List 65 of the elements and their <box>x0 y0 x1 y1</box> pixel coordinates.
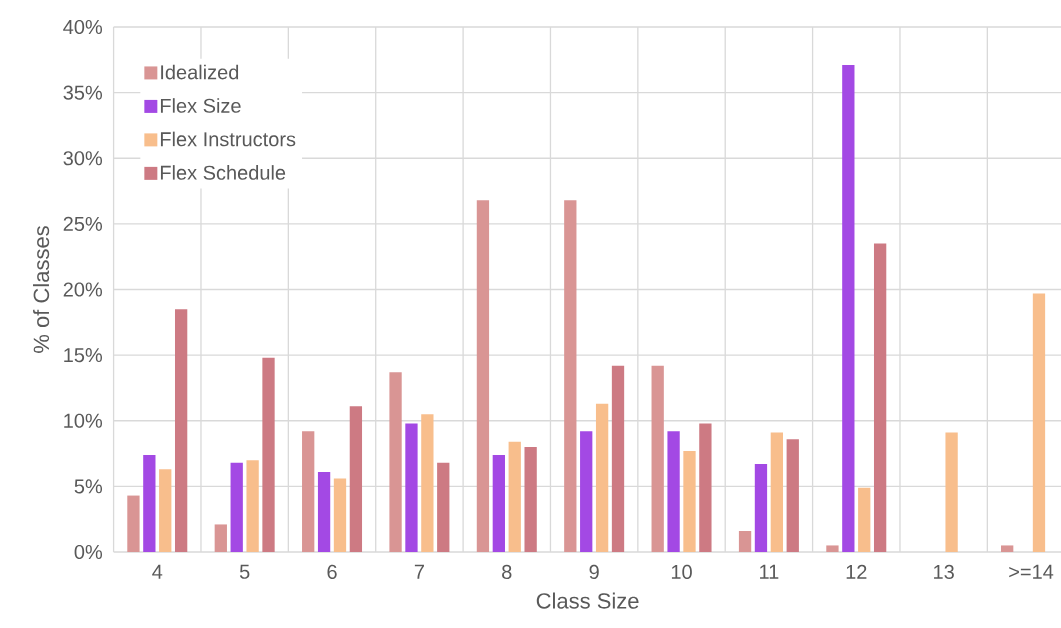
x-tick-label: 7 <box>414 564 424 579</box>
bar <box>738 531 752 552</box>
y-tick-label: 30% <box>63 151 103 166</box>
bar <box>858 487 871 552</box>
y-tick-label: 35% <box>63 85 103 100</box>
bar <box>611 365 625 552</box>
y-tick-label: 20% <box>63 282 103 297</box>
y-tick-label: 25% <box>63 216 103 231</box>
bar <box>524 447 537 552</box>
bar <box>595 403 609 552</box>
bar <box>262 357 275 552</box>
y-tick-label: 15% <box>64 348 103 363</box>
bar <box>667 431 680 552</box>
bar <box>580 431 593 552</box>
x-tick-label: >=14 <box>1009 564 1054 579</box>
bar <box>492 454 505 552</box>
bar <box>683 450 696 552</box>
bar <box>405 423 418 552</box>
bar <box>786 439 799 552</box>
bar <box>302 431 315 552</box>
bar <box>826 545 839 552</box>
y-tick-label: 40% <box>63 19 103 35</box>
bar <box>127 495 140 552</box>
bar <box>421 414 434 552</box>
bar <box>842 65 855 552</box>
bar <box>1032 293 1046 552</box>
bar <box>214 524 227 552</box>
x-tick-label: 9 <box>589 564 599 580</box>
bar <box>476 200 490 552</box>
x-tick-label: 13 <box>934 564 954 580</box>
x-tick-label: 12 <box>846 564 867 579</box>
bar <box>437 462 450 552</box>
bar <box>754 464 768 552</box>
x-tick-label: 5 <box>239 564 250 579</box>
x-tick-label: 4 <box>152 564 163 579</box>
x-tick-label: 10 <box>671 564 692 580</box>
x-tick-label: 6 <box>327 564 337 580</box>
bar <box>873 243 887 552</box>
y-tick-label: 0% <box>74 544 103 560</box>
bar <box>230 462 243 552</box>
bar <box>770 432 784 552</box>
bar <box>317 471 331 552</box>
x-tick-label: 11 <box>760 564 779 579</box>
bar <box>246 460 259 552</box>
bar <box>564 200 577 552</box>
y-axis-title: % of Classes <box>33 226 50 353</box>
legend-label: Idealized <box>161 64 239 80</box>
bar <box>349 406 363 552</box>
x-axis-title: Class Size <box>536 592 639 609</box>
legend-label: Flex Instructors <box>160 131 296 147</box>
bar <box>699 423 712 552</box>
y-tick-label: 10% <box>64 413 103 428</box>
bar <box>945 432 958 552</box>
legend-label: Flex Schedule <box>160 165 286 180</box>
x-tick-label: 8 <box>502 564 512 580</box>
legend-label: Flex Size <box>160 98 241 113</box>
bar <box>143 454 156 552</box>
bar <box>389 372 402 552</box>
y-tick-label: 5% <box>74 479 103 494</box>
bar <box>159 469 172 552</box>
bar <box>508 441 521 552</box>
bar <box>174 309 188 552</box>
bar <box>1001 545 1014 552</box>
bar <box>333 478 347 552</box>
bar <box>651 365 664 552</box>
